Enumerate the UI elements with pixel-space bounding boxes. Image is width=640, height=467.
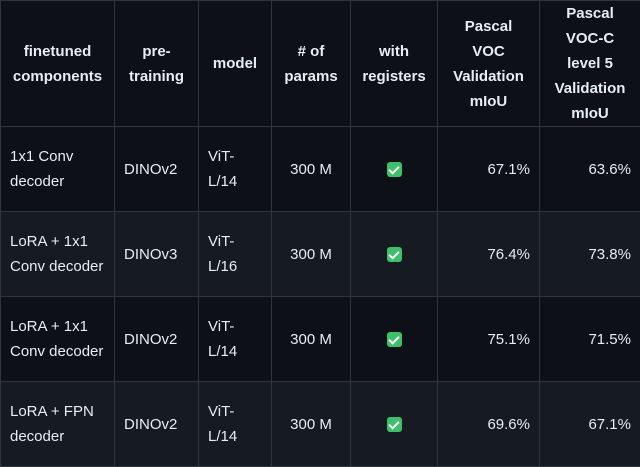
cell-voc-c-miou: 63.6% [540, 127, 640, 212]
header-row: finetuned components pre-training model … [1, 1, 640, 127]
cell-components: 1x1 Conv decoder [1, 127, 115, 212]
cell-registers [351, 297, 438, 382]
cell-params: 300 M [272, 212, 351, 297]
cell-voc-miou: 76.4% [438, 212, 540, 297]
header-with-registers: with registers [351, 1, 438, 127]
cell-registers [351, 127, 438, 212]
cell-voc-c-miou: 67.1% [540, 382, 640, 467]
header-voc-c-miou: Pascal VOC-C level 5 Validation mIoU [540, 1, 640, 127]
cell-model: ViT-L/16 [199, 212, 272, 297]
header-num-params: # of params [272, 1, 351, 127]
header-finetuned-components: finetuned components [1, 1, 115, 127]
cell-params: 300 M [272, 127, 351, 212]
cell-voc-c-miou: 73.8% [540, 212, 640, 297]
cell-model: ViT-L/14 [199, 297, 272, 382]
header-voc-miou: Pascal VOC Validation mIoU [438, 1, 540, 127]
cell-model: ViT-L/14 [199, 127, 272, 212]
check-icon [387, 417, 402, 432]
cell-voc-miou: 69.6% [438, 382, 540, 467]
cell-components: LoRA + FPN decoder [1, 382, 115, 467]
check-icon [387, 162, 402, 177]
cell-voc-miou: 67.1% [438, 127, 540, 212]
header-pre-training: pre-training [115, 1, 199, 127]
cell-params: 300 M [272, 382, 351, 467]
table-row: LoRA + 1x1 Conv decoder DINOv2 ViT-L/14 … [1, 297, 640, 382]
cell-model: ViT-L/14 [199, 382, 272, 467]
cell-voc-miou: 75.1% [438, 297, 540, 382]
cell-pretraining: DINOv2 [115, 382, 199, 467]
cell-pretraining: DINOv2 [115, 127, 199, 212]
header-model: model [199, 1, 272, 127]
cell-components: LoRA + 1x1 Conv decoder [1, 212, 115, 297]
cell-registers [351, 382, 438, 467]
cell-registers [351, 212, 438, 297]
check-icon [387, 247, 402, 262]
cell-voc-c-miou: 71.5% [540, 297, 640, 382]
cell-components: LoRA + 1x1 Conv decoder [1, 297, 115, 382]
cell-params: 300 M [272, 297, 351, 382]
cell-pretraining: DINOv3 [115, 212, 199, 297]
check-icon [387, 332, 402, 347]
table-row: 1x1 Conv decoder DINOv2 ViT-L/14 300 M 6… [1, 127, 640, 212]
cell-pretraining: DINOv2 [115, 297, 199, 382]
table-row: LoRA + FPN decoder DINOv2 ViT-L/14 300 M… [1, 382, 640, 467]
table-row: LoRA + 1x1 Conv decoder DINOv3 ViT-L/16 … [1, 212, 640, 297]
